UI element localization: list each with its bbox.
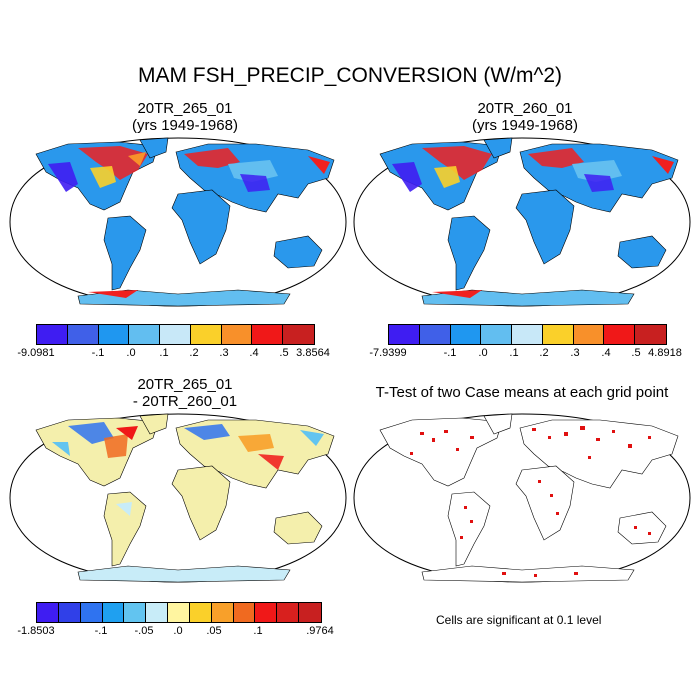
cb2-label-6: .4 xyxy=(601,347,611,359)
significance-cells xyxy=(410,426,651,577)
cb3-box-12 xyxy=(299,603,321,622)
cb2-box-4 xyxy=(512,325,543,344)
figure-title: MAM FSH_PRECIP_CONVERSION (W/m^2) xyxy=(137,64,563,87)
cb1-label-6: .4 xyxy=(249,347,259,359)
panel3-title-line1: 20TR_265_01 xyxy=(137,376,233,393)
cb2-label-4: .2 xyxy=(539,347,549,359)
cb2-box-1 xyxy=(419,325,451,344)
cb1-label-0: -9.0981 xyxy=(17,347,55,359)
colorbar-panel-1-labels: -9.0981 -.1 .0 .1 .2 .3 .4 .5 3.8564 xyxy=(17,347,329,361)
cb1-label-7: .5 xyxy=(279,347,289,359)
greenland xyxy=(139,137,169,159)
cb3-label-4: .05 xyxy=(206,625,222,637)
cb3-box-4 xyxy=(124,603,147,622)
panel2-title-line1: 20TR_260_01 xyxy=(477,100,573,117)
cb2-box-6 xyxy=(573,325,605,344)
cb3-box-2 xyxy=(80,603,103,622)
cb3-box-3 xyxy=(102,603,125,622)
map-panel-2 xyxy=(353,137,691,307)
cb1-box-5 xyxy=(190,325,222,344)
cb2-label-7: .5 xyxy=(631,347,641,359)
colorbar-panel-1 xyxy=(36,324,315,345)
africa xyxy=(171,189,231,265)
cb1-box-4 xyxy=(160,325,191,344)
cb1-box-7 xyxy=(252,325,284,344)
cb3-label-2: -.05 xyxy=(134,625,154,637)
colorbar-panel-2-labels: -7.9399 -.1 .0 .1 .2 .3 .4 .5 4.8918 xyxy=(369,347,681,361)
panel4-title-line1: T-Test of two Case means at each grid po… xyxy=(375,384,669,401)
cb3-box-1 xyxy=(58,603,81,622)
map-panel-3 xyxy=(9,413,347,583)
south-america xyxy=(103,215,147,291)
colorbar-panel-2 xyxy=(388,324,667,345)
cb3-box-6 xyxy=(168,603,190,622)
cb1-label-2: .0 xyxy=(126,347,136,359)
cb3-box-11 xyxy=(277,603,300,622)
cb3-label-5: .1 xyxy=(253,625,263,637)
panel3-title-line2: - 20TR_260_01 xyxy=(132,393,238,410)
australia xyxy=(273,235,323,269)
cb2-box-0 xyxy=(389,325,420,344)
significance-note: Cells are significant at 0.1 level xyxy=(436,613,602,627)
cb1-label-3: .1 xyxy=(159,347,169,359)
map-panel-4-ttest xyxy=(353,413,691,583)
panel2-title: 20TR_260_01 (yrs 1949-1968) xyxy=(395,100,655,134)
cb2-box-2 xyxy=(450,325,482,344)
cb1-box-8 xyxy=(283,325,314,344)
cb1-label-8: 3.8564 xyxy=(296,347,330,359)
colorbar-panel-3-labels: -1.8503 -.1 -.05 .0 .05 .1 .9764 xyxy=(17,625,333,639)
cb3-label-1: -.1 xyxy=(94,625,108,637)
panel4-title: T-Test of two Case means at each grid po… xyxy=(352,384,692,401)
cb2-label-5: .3 xyxy=(570,347,580,359)
panel1-title-line2: (yrs 1949-1968) xyxy=(132,117,238,134)
cb2-label-3: .1 xyxy=(509,347,519,359)
cb1-box-3 xyxy=(129,325,161,344)
cb3-box-7 xyxy=(189,603,212,622)
cb2-label-8: 4.8918 xyxy=(648,347,682,359)
panel1-title: 20TR_265_01 (yrs 1949-1968) xyxy=(55,100,315,134)
cb1-box-0 xyxy=(37,325,68,344)
cb2-box-5 xyxy=(542,325,574,344)
panel3-title: 20TR_265_01 - 20TR_260_01 xyxy=(55,376,315,410)
cb2-box-3 xyxy=(481,325,513,344)
cb1-label-4: .2 xyxy=(189,347,199,359)
cb3-box-0 xyxy=(37,603,59,622)
cb1-label-5: .3 xyxy=(219,347,229,359)
panel2-title-line2: (yrs 1949-1968) xyxy=(472,117,578,134)
cb1-box-2 xyxy=(98,325,130,344)
map-panel-1 xyxy=(9,137,347,307)
colorbar-panel-3 xyxy=(36,602,322,623)
cb2-box-8 xyxy=(635,325,666,344)
cb1-box-1 xyxy=(67,325,99,344)
cb3-label-6: .9764 xyxy=(306,625,334,637)
cb3-box-10 xyxy=(255,603,278,622)
cb2-label-2: .0 xyxy=(478,347,488,359)
cb1-label-1: -.1 xyxy=(91,347,105,359)
cb3-label-0: -1.8503 xyxy=(17,625,55,637)
cb3-box-5 xyxy=(146,603,169,622)
cb2-box-7 xyxy=(604,325,636,344)
cb1-box-6 xyxy=(221,325,253,344)
cb3-box-8 xyxy=(211,603,234,622)
panel1-title-line1: 20TR_265_01 xyxy=(137,100,233,117)
cb2-label-0: -7.9399 xyxy=(369,347,407,359)
cb3-box-9 xyxy=(233,603,256,622)
cb3-label-3: .0 xyxy=(173,625,183,637)
cb2-label-1: -.1 xyxy=(443,347,457,359)
